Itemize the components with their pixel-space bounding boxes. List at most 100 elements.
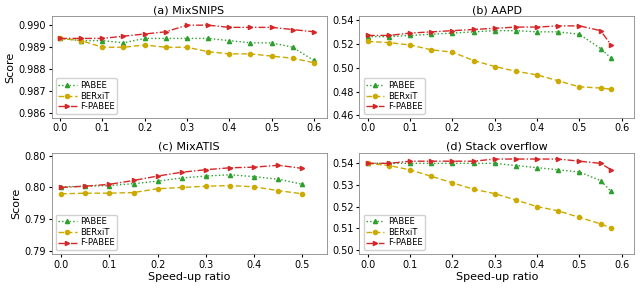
F-PABEE: [607, 168, 615, 172]
Title: (c) MixATIS: (c) MixATIS: [158, 142, 220, 152]
BERxiT: [449, 50, 456, 54]
Line: F-PABEE: F-PABEE: [59, 163, 305, 190]
F-PABEE: [449, 29, 456, 32]
PABEE: [533, 30, 541, 34]
Line: PABEE: PABEE: [58, 36, 316, 62]
PABEE: [77, 39, 85, 42]
BERxiT: [406, 168, 414, 172]
F-PABEE: [533, 25, 541, 29]
F-PABEE: [470, 28, 477, 31]
PABEE: [575, 33, 583, 36]
BERxiT: [310, 61, 317, 65]
PABEE: [607, 56, 615, 60]
Y-axis label: Score: Score: [6, 52, 15, 83]
PABEE: [225, 39, 233, 42]
F-PABEE: [554, 157, 562, 161]
PABEE: [428, 162, 435, 165]
PABEE: [120, 41, 127, 45]
BERxiT: [385, 164, 393, 167]
PABEE: [250, 175, 258, 178]
F-PABEE: [533, 157, 541, 161]
BERxiT: [491, 192, 499, 195]
PABEE: [289, 46, 296, 49]
PABEE: [364, 35, 372, 38]
BERxiT: [596, 222, 604, 226]
BERxiT: [250, 185, 258, 189]
PABEE: [364, 162, 372, 165]
PABEE: [183, 37, 191, 40]
BERxiT: [470, 187, 477, 191]
F-PABEE: [428, 30, 435, 34]
F-PABEE: [385, 162, 393, 165]
F-PABEE: [275, 164, 282, 167]
BERxiT: [178, 186, 186, 189]
PABEE: [202, 174, 210, 178]
BERxiT: [406, 43, 414, 47]
BERxiT: [204, 50, 212, 53]
F-PABEE: [225, 26, 233, 29]
PABEE: [596, 47, 604, 50]
PABEE: [99, 39, 106, 42]
F-PABEE: [575, 24, 583, 28]
F-PABEE: [512, 25, 520, 29]
F-PABEE: [289, 28, 296, 31]
BERxiT: [428, 48, 435, 52]
PABEE: [406, 162, 414, 165]
BERxiT: [77, 39, 85, 42]
F-PABEE: [268, 26, 275, 29]
BERxiT: [470, 59, 477, 62]
F-PABEE: [106, 183, 113, 186]
PABEE: [385, 162, 393, 165]
BERxiT: [596, 86, 604, 90]
F-PABEE: [364, 162, 372, 165]
PABEE: [428, 33, 435, 36]
BERxiT: [533, 73, 541, 77]
PABEE: [596, 179, 604, 182]
BERxiT: [99, 46, 106, 49]
F-PABEE: [385, 34, 393, 37]
BERxiT: [491, 65, 499, 68]
Line: F-PABEE: F-PABEE: [365, 24, 613, 47]
PABEE: [607, 190, 615, 193]
F-PABEE: [596, 162, 604, 165]
Line: F-PABEE: F-PABEE: [365, 157, 613, 172]
F-PABEE: [250, 165, 258, 169]
F-PABEE: [120, 35, 127, 38]
F-PABEE: [596, 29, 604, 32]
PABEE: [310, 59, 317, 62]
F-PABEE: [470, 160, 477, 163]
BERxiT: [554, 209, 562, 213]
F-PABEE: [310, 30, 317, 33]
Line: BERxiT: BERxiT: [58, 36, 316, 65]
PABEE: [178, 176, 186, 180]
F-PABEE: [154, 174, 161, 178]
PABEE: [162, 37, 170, 40]
PABEE: [106, 184, 113, 187]
BERxiT: [183, 46, 191, 49]
Line: BERxiT: BERxiT: [365, 39, 613, 91]
F-PABEE: [575, 160, 583, 163]
F-PABEE: [183, 23, 191, 27]
PABEE: [227, 173, 234, 177]
BERxiT: [512, 70, 520, 73]
Legend: PABEE, BERxiT, F-PABEE: PABEE, BERxiT, F-PABEE: [56, 78, 117, 114]
BERxiT: [268, 54, 275, 58]
F-PABEE: [202, 168, 210, 171]
BERxiT: [428, 175, 435, 178]
BERxiT: [385, 41, 393, 44]
F-PABEE: [406, 160, 414, 163]
PABEE: [385, 35, 393, 38]
Line: PABEE: PABEE: [365, 161, 613, 194]
PABEE: [554, 168, 562, 172]
F-PABEE: [428, 160, 435, 163]
F-PABEE: [299, 167, 307, 170]
PABEE: [554, 30, 562, 34]
PABEE: [512, 29, 520, 32]
PABEE: [268, 41, 275, 45]
BERxiT: [512, 198, 520, 202]
F-PABEE: [204, 23, 212, 27]
F-PABEE: [491, 157, 499, 161]
BERxiT: [58, 192, 65, 196]
PABEE: [58, 185, 65, 189]
F-PABEE: [77, 37, 85, 40]
